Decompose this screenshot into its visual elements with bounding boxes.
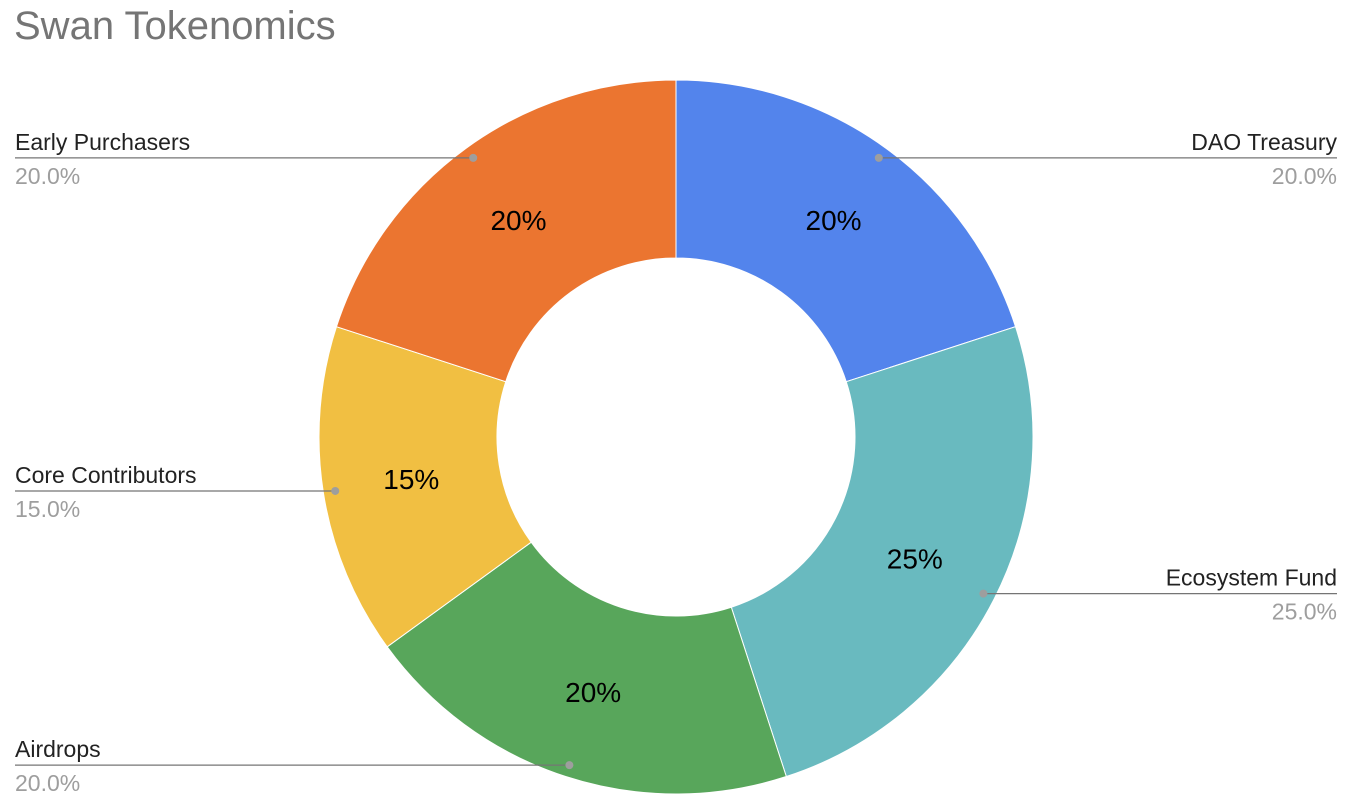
slice-label-core-contributors: 15% xyxy=(383,464,439,495)
legend-percent-core-contributors: 15.0% xyxy=(15,496,80,522)
leader-dot-dao-treasury xyxy=(874,153,883,162)
slice-label-dao-treasury: 20% xyxy=(806,205,862,236)
legend-label-dao-treasury: DAO Treasury xyxy=(1191,129,1337,155)
slice-label-ecosystem-fund: 25% xyxy=(887,544,943,575)
legend-label-airdrops: Airdrops xyxy=(15,736,101,762)
slice-dao-treasury xyxy=(675,79,1017,383)
legend-percent-early-purchasers: 20.0% xyxy=(15,163,80,189)
legend-percent-ecosystem-fund: 25.0% xyxy=(1272,599,1337,625)
legend-percent-dao-treasury: 20.0% xyxy=(1272,163,1337,189)
legend-label-core-contributors: Core Contributors xyxy=(15,462,197,488)
legend-label-ecosystem-fund: Ecosystem Fund xyxy=(1166,565,1337,591)
slice-ecosystem-fund xyxy=(730,326,1034,778)
leader-dot-early-purchasers xyxy=(469,153,478,162)
legend-label-early-purchasers: Early Purchasers xyxy=(15,129,190,155)
legend-percent-airdrops: 20.0% xyxy=(15,770,80,796)
slice-core-contributors xyxy=(318,326,532,648)
slice-label-airdrops: 20% xyxy=(565,677,621,708)
slice-airdrops xyxy=(386,541,787,795)
leader-dot-airdrops xyxy=(565,761,574,770)
chart-title: Swan Tokenomics xyxy=(14,4,336,48)
slice-label-early-purchasers: 20% xyxy=(490,205,546,236)
leader-dot-core-contributors xyxy=(331,486,340,495)
leader-dot-ecosystem-fund xyxy=(979,589,988,598)
slice-early-purchasers xyxy=(335,79,677,383)
